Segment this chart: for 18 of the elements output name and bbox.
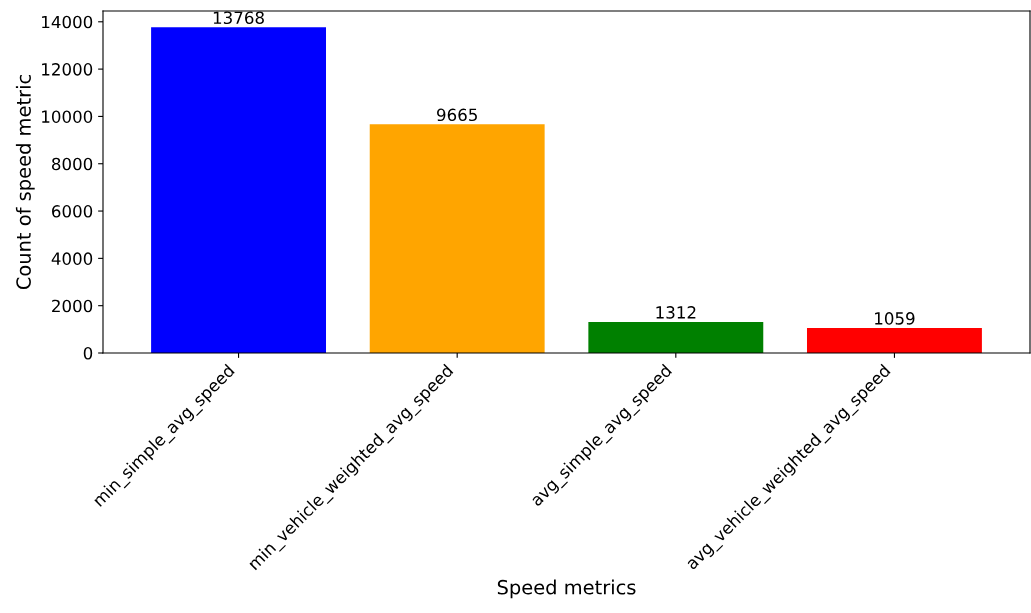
y-axis-title: Count of speed metric	[15, 75, 35, 290]
data-label: 13768	[213, 11, 264, 25]
data-label: 1059	[875, 312, 915, 325]
y-tick-label: 4000	[51, 252, 93, 265]
y-tick-label: 0	[83, 346, 93, 360]
data-label: 9665	[437, 108, 477, 122]
y-tick-label: 14000	[42, 15, 93, 29]
y-tick-label: 8000	[51, 157, 93, 171]
bar	[807, 327, 982, 353]
y-tick-label: 2000	[52, 299, 93, 313]
bar	[369, 124, 545, 353]
y-tick-label: 12000	[42, 63, 93, 76]
bar	[151, 27, 326, 353]
data-label: 1312	[656, 306, 696, 319]
x-axis-title: Speed metrics	[497, 579, 636, 599]
bar	[588, 321, 764, 353]
y-tick-label: 10000	[42, 110, 93, 123]
y-tick-label: 6000	[52, 205, 93, 218]
